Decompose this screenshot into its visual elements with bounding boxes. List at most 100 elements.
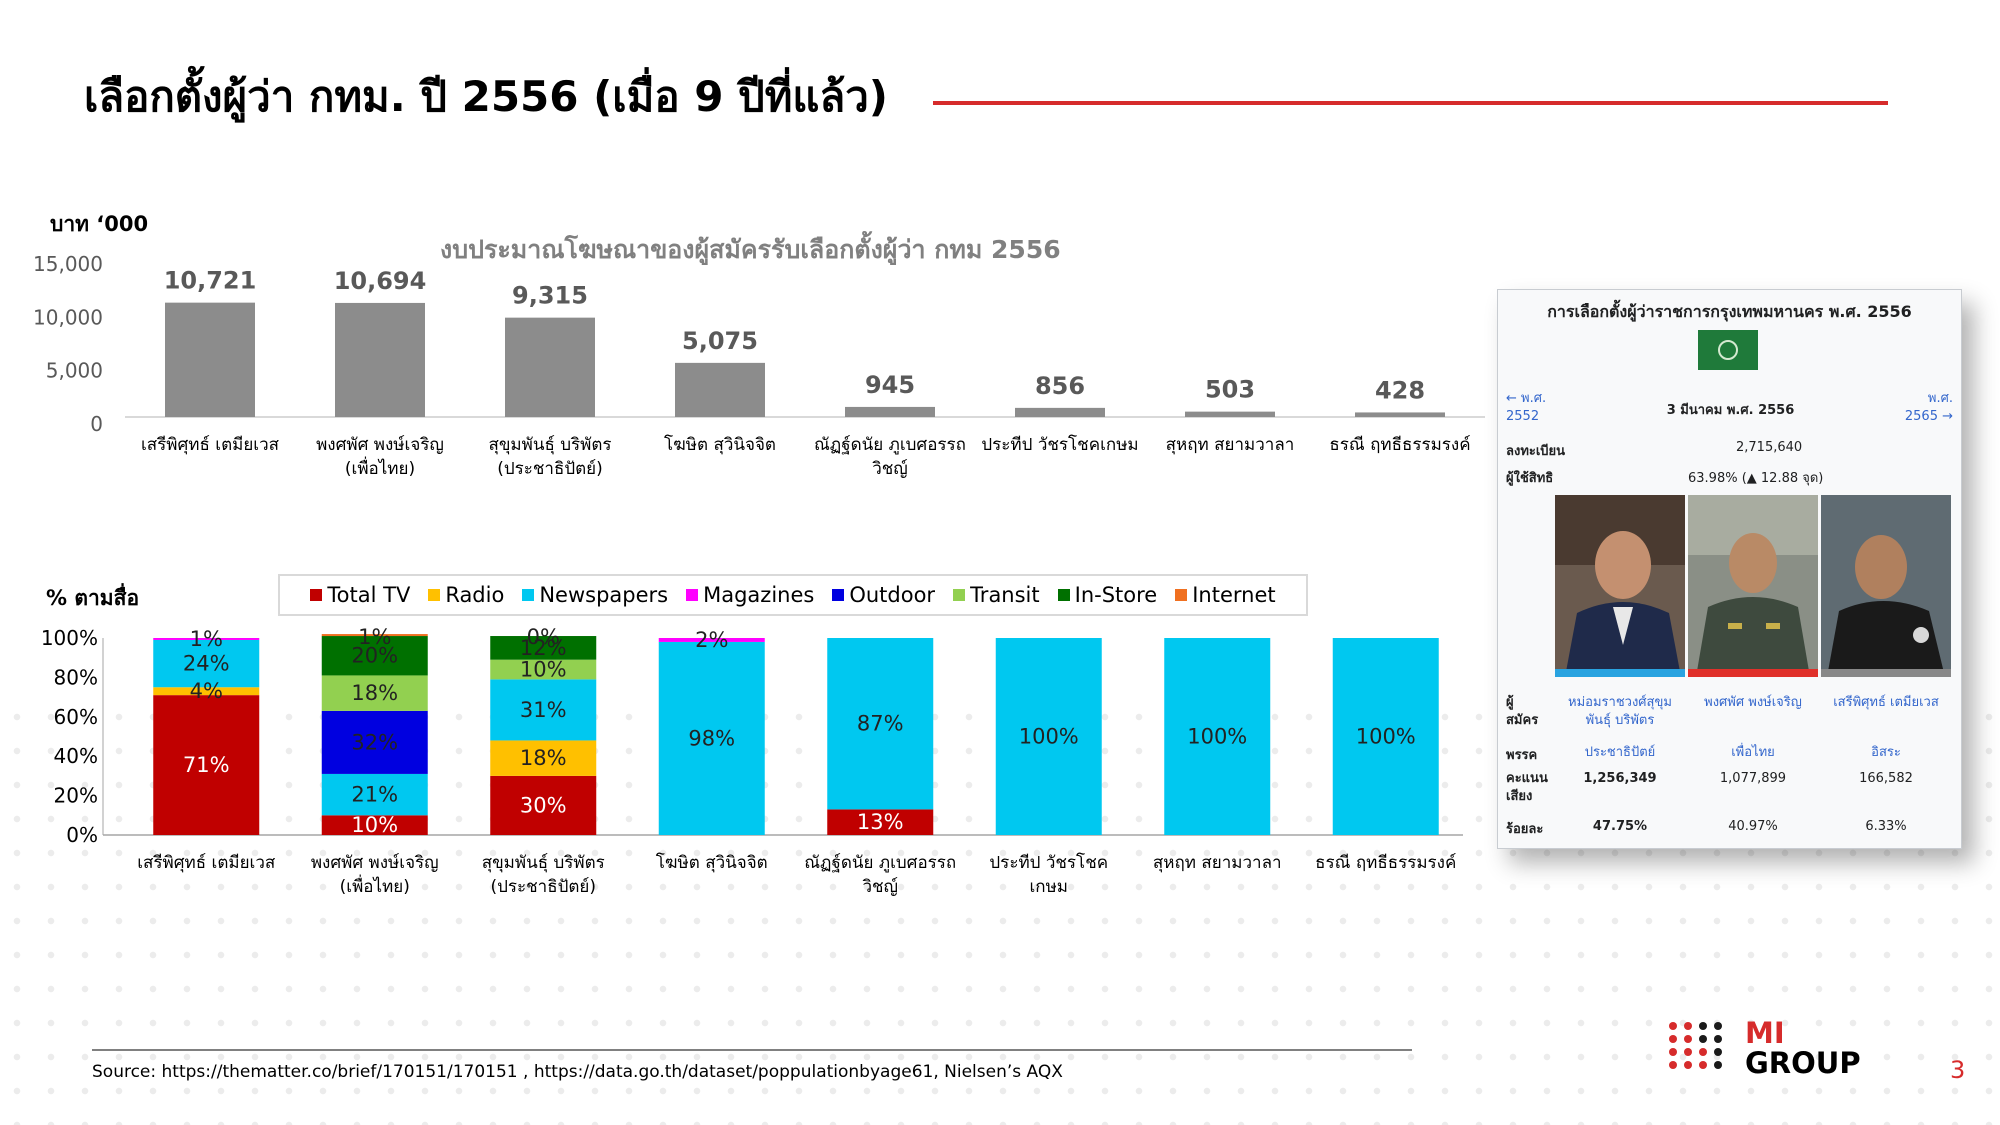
next-election-link[interactable]: พ.ศ. 2565 → xyxy=(1904,391,1953,424)
media-stacked-bar-chart: 100%80%60%40%20%0%71%4%24%1%เสรีพิศุทธ์ … xyxy=(41,625,1463,897)
votes-value: 1,077,899 xyxy=(1719,771,1787,786)
x-category-label: เสรีพิศุทธ์ เตมียเวส xyxy=(137,853,276,873)
x-category-label: สุขุมพันธุ์ บริพัตร xyxy=(488,435,611,455)
segment-data-label: 12% xyxy=(520,636,567,660)
previous-election-link[interactable]: ← พ.ศ. 2552 xyxy=(1506,391,1547,424)
votes-value: 1,256,349 xyxy=(1583,771,1657,786)
stacked-segment xyxy=(321,675,428,711)
segment-data-label: 24% xyxy=(183,652,230,676)
budget-bar xyxy=(335,302,425,417)
segment-data-label: 87% xyxy=(857,712,904,736)
budget-chart-title: งบประมาณโฆษณาของผู้สมัครรับเลือกตั้งผู้ว… xyxy=(440,235,1061,264)
x-category-label: วิชญ์ xyxy=(862,877,898,897)
stacked-segment xyxy=(321,710,428,774)
x-category-label: (ประชาธิปัตย์) xyxy=(490,877,596,897)
candidate-name-link[interactable]: หม่อมราชวงศ์สุขุม พันธุ์ บริพัตร xyxy=(1568,695,1672,728)
y-tick-label: 100% xyxy=(41,626,98,650)
budget-unit-label: บาท ‘000 xyxy=(50,212,149,236)
segment-data-label: 30% xyxy=(520,793,567,817)
legend-label: Outdoor xyxy=(849,583,936,607)
party-link[interactable]: เพื่อไทย xyxy=(1731,745,1775,760)
legend-item: Newspapers xyxy=(522,583,668,607)
x-category-label: วิชญ์ xyxy=(872,459,908,479)
candidate-photo-pongsapat xyxy=(1688,495,1818,677)
page-title: เลือกตั้งผู้ว่า กทม. ปี 2556 (เมื่อ 9 ปี… xyxy=(84,72,888,121)
stacked-segment xyxy=(153,638,260,640)
segment-data-label: 32% xyxy=(351,730,398,754)
party-color-bar xyxy=(1688,669,1818,677)
stacked-segment xyxy=(1332,638,1439,835)
legend-item: Outdoor xyxy=(832,583,935,607)
logo-dot xyxy=(1714,1022,1722,1030)
stacked-segment xyxy=(995,638,1102,835)
segment-data-label: 31% xyxy=(520,698,567,722)
x-category-label: (เพื่อไทย) xyxy=(345,456,415,479)
x-category-label: (ประชาธิปัตย์) xyxy=(497,459,603,479)
stacked-segment xyxy=(1164,638,1271,835)
logo-dot xyxy=(1684,1022,1692,1030)
legend-label: Transit xyxy=(970,583,1040,607)
y-tick-label: 5,000 xyxy=(46,359,103,383)
segment-data-label: 4% xyxy=(190,679,223,703)
logo-dot xyxy=(1684,1035,1692,1043)
legend-swatch xyxy=(428,589,441,601)
legend-swatch xyxy=(686,589,699,601)
y-tick-label: 40% xyxy=(54,744,98,768)
legend-swatch xyxy=(832,589,845,601)
x-category-label: สุหฤท สยามวาลา xyxy=(1153,853,1282,873)
stacked-segment xyxy=(490,775,597,835)
x-category-label: เกษม xyxy=(1029,877,1068,897)
votes-row-label: คะแนน เสียง xyxy=(1506,771,1548,804)
percent-row-label: ร้อยละ xyxy=(1506,822,1544,837)
y-tick-label: 0 xyxy=(90,412,103,436)
legend-item: Magazines xyxy=(686,583,814,607)
bar-value-label: 503 xyxy=(1205,376,1255,404)
stacked-segment xyxy=(827,809,934,835)
mi-group-logo: MI GROUP xyxy=(1665,1018,1905,1078)
y-tick-label: 0% xyxy=(66,823,98,847)
x-category-label: ธรณี ฤทธีธรรมรงค์ xyxy=(1329,435,1470,455)
logo-dot xyxy=(1714,1061,1722,1069)
segment-data-label: 1% xyxy=(190,627,223,651)
percent-value: 6.33% xyxy=(1865,819,1907,834)
x-category-label: โฆษิต สุวินิจจิต xyxy=(664,434,776,455)
party-link[interactable]: ประชาธิปัตย์ xyxy=(1584,745,1656,760)
party-link[interactable]: อิสระ xyxy=(1871,745,1901,760)
legend-swatch xyxy=(310,589,323,601)
party-color-bar xyxy=(1555,669,1685,677)
budget-bar xyxy=(845,406,935,417)
stacked-segment xyxy=(321,636,428,676)
candidate-name-link[interactable]: พงศพัศ พงษ์เจริญ xyxy=(1704,695,1802,710)
stacked-segment xyxy=(153,687,260,696)
bar-value-label: 5,075 xyxy=(682,327,758,355)
stacked-segment xyxy=(658,641,765,835)
infobox-title: การเลือกตั้งผู้ว่าราชการกรุงเทพมหานคร พ.… xyxy=(1547,302,1912,321)
legend-item: Radio xyxy=(428,583,504,607)
percent-value: 40.97% xyxy=(1728,819,1778,834)
stacked-segment xyxy=(153,695,260,835)
legend-swatch xyxy=(1175,589,1188,601)
turnout-label: ผู้ใช้สิทธิ xyxy=(1506,471,1554,486)
logo-dot xyxy=(1699,1035,1707,1043)
budget-bar xyxy=(1185,411,1275,417)
stacked-segment xyxy=(658,638,765,642)
logo-dot xyxy=(1669,1022,1677,1030)
candidate-name-link[interactable]: เสรีพิศุทธ์ เตมียเวส xyxy=(1833,695,1939,710)
legend-label: Magazines xyxy=(703,583,815,607)
logo-dot xyxy=(1699,1022,1707,1030)
stacked-segment xyxy=(321,773,428,816)
x-category-label: โฆษิต สุวินิจจิต xyxy=(656,852,768,873)
party-color-bar xyxy=(1821,669,1951,677)
registered-value: 2,715,640 xyxy=(1736,440,1803,455)
x-category-label: เสรีพิศุทธ์ เตมียเวส xyxy=(141,435,280,455)
turnout-value: 63.98% (▲ 12.88 จุด) xyxy=(1688,471,1824,486)
page-number: 3 xyxy=(1950,1056,1966,1084)
bar-value-label: 428 xyxy=(1375,376,1425,404)
logo-dots-icon xyxy=(1669,1022,1722,1069)
legend-swatch xyxy=(522,589,535,601)
legend-label: Total TV xyxy=(327,583,411,607)
budget-bar xyxy=(165,302,255,417)
segment-data-label: 100% xyxy=(1019,725,1079,749)
logo-dot xyxy=(1714,1035,1722,1043)
segment-data-label: 21% xyxy=(351,783,398,807)
